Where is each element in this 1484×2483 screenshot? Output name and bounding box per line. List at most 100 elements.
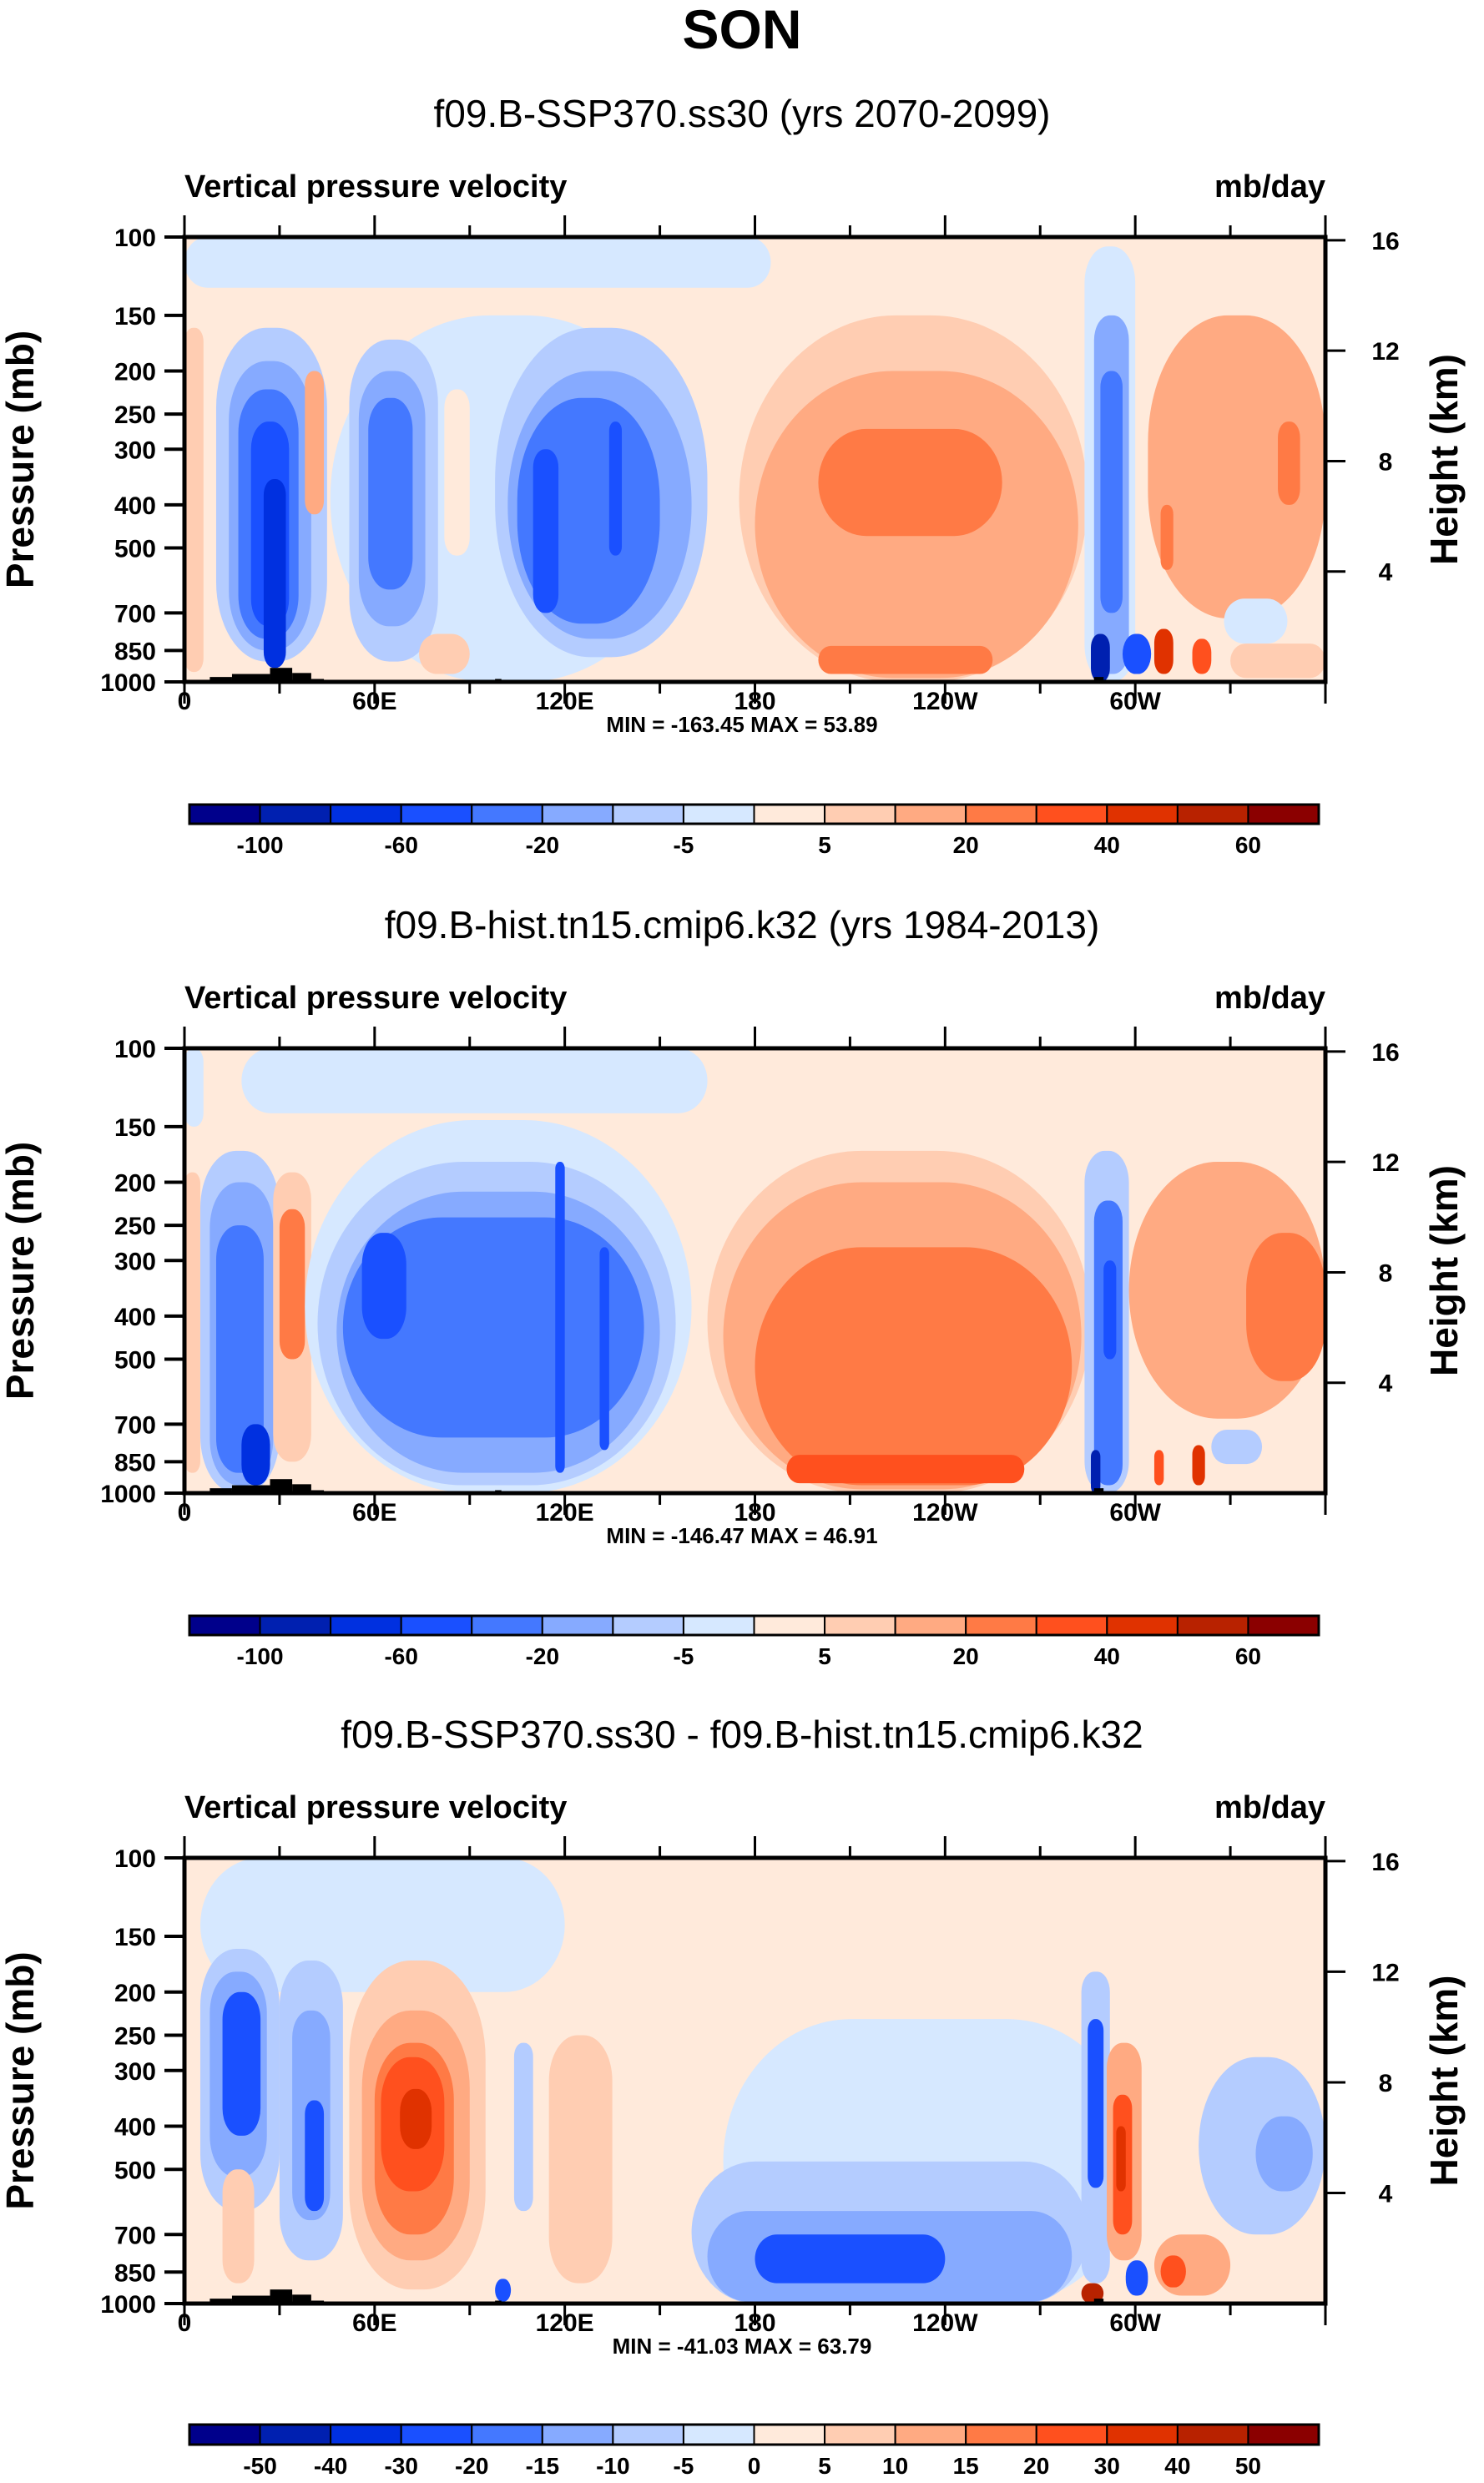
y2-tick-label: 8 [1379,1259,1393,1287]
contour-region [444,389,470,556]
x-tick-label: 60W [1109,1499,1161,1527]
colorbar-box [1035,2424,1108,2445]
y-tick-label: 200 [114,1980,156,2007]
colorbar-box [965,804,1037,825]
colorbar-box [1106,804,1179,825]
x-tick-label: 60E [352,688,396,715]
contour-region [1246,1233,1325,1381]
y2-tick-label: 4 [1379,1370,1393,1398]
colorbar-label: -60 [384,1643,417,1669]
colorbar-box [1176,2424,1249,2445]
y-axis-title: Pressure (mb) [0,1951,42,2209]
y-tick-label: 250 [114,401,156,429]
topography-block [231,1485,270,1493]
y-tick-label: 400 [114,2114,156,2142]
y-tick-label: 1000 [100,1481,156,1508]
topography-block [209,1488,232,1493]
x-tick-label: 60E [352,1499,396,1527]
y2-tick-label: 8 [1379,2070,1393,2097]
y-tick-label: 200 [114,1169,156,1197]
min-max-stats: MIN = -163.45 MAX = 53.89 [606,712,877,737]
y2-tick-label: 12 [1371,1149,1399,1177]
colorbar-label: 30 [1094,2453,1120,2479]
x-tick-label: 0 [178,2309,192,2337]
colorbar-label: -30 [384,2453,417,2479]
panel-title: f09.B-SSP370.ss30 (yrs 2070-2099) [434,92,1051,135]
y2-tick-label: 12 [1371,1959,1399,1986]
colorbar-label: 5 [818,2453,831,2479]
contour-region [184,1048,204,1127]
colorbar-label: 40 [1094,1643,1120,1669]
y-tick-label: 150 [114,1924,156,1951]
y2-tick-label: 16 [1371,1039,1399,1067]
colorbar-label: -100 [237,832,284,858]
colorbar-box [824,1615,896,1636]
colorbar-label: 60 [1235,1643,1261,1669]
colorbar-box [189,1615,261,1636]
colorbar-frame [188,1614,1320,1637]
colorbar-label: -10 [596,2453,629,2479]
colorbar-box [1035,1615,1108,1636]
contour-region [1230,643,1325,679]
colorbar-box [1176,804,1249,825]
colorbar-box [682,1615,755,1636]
y2-tick-label: 4 [1379,2180,1393,2208]
x-tick-label: 60W [1109,2309,1161,2337]
contour-region [241,1424,270,1486]
contour-region [533,449,559,613]
colorbar-label: 20 [953,1643,979,1669]
y-tick-label: 1000 [100,669,156,697]
contour-field [184,1858,1325,2304]
topography-block [209,2299,232,2304]
contour-region [215,1225,264,1473]
colorbar-label: -5 [673,2453,694,2479]
colorbar-box [471,2424,543,2445]
x-tick-label: 120E [536,688,594,715]
x-tick-label: 120E [536,1499,594,1527]
right-string: mb/day [1214,1790,1325,1825]
y2-tick-label: 12 [1371,338,1399,366]
y-tick-label: 100 [114,225,156,252]
colorbar-label: -20 [455,2453,488,2479]
y-tick-label: 400 [114,1304,156,1331]
contour-region [361,1233,406,1340]
y-tick-label: 1000 [100,2291,156,2319]
colorbar-box [330,804,402,825]
y-tick-label: 250 [114,2023,156,2051]
left-string: Vertical pressure velocity [184,1790,567,1825]
y2-tick-label: 4 [1379,559,1393,587]
left-string: Vertical pressure velocity [184,981,567,1016]
x-tick-label: 180 [734,1499,775,1527]
topography-block [270,2289,293,2304]
contour-region [1278,421,1300,505]
colorbar-label: 20 [1023,2453,1049,2479]
colorbar-label: 10 [882,2453,908,2479]
x-tick-label: 120E [536,2309,594,2337]
colorbar-frame [188,2423,1320,2446]
colorbar-label: 5 [818,832,831,858]
contour-region [1224,598,1288,644]
colorbar-label: -20 [526,832,559,858]
colorbar-box [400,804,473,825]
colorbar-label: 15 [953,2453,979,2479]
colorbar-box [682,804,755,825]
colorbar-label: -40 [314,2453,347,2479]
colorbar-label: -50 [243,2453,276,2479]
colorbar-box [330,2424,402,2445]
panel-3: f09.B-SSP370.ss30 - f09.B-hist.tn15.cmip… [0,1713,1466,2479]
contour-region [1192,638,1212,674]
colorbar-box [541,1615,614,1636]
colorbar-box [1176,1615,1249,1636]
colorbar: -100 -60 -20 -5 5 20 40 60 [188,803,1320,858]
y-tick-label: 300 [114,1248,156,1275]
contour-region [184,237,771,288]
x-tick-label: 180 [734,2309,775,2337]
colorbar-box [682,2424,755,2445]
min-max-stats: MIN = -146.47 MAX = 46.91 [606,1523,877,1548]
y-tick-label: 150 [114,1114,156,1142]
colorbar-label: -5 [673,1643,694,1669]
colorbar: -50 -40 -30 -20 -15 -10 -5 0 5 10 15 20 30 40 50 [188,2423,1320,2479]
colorbar-box [189,804,261,825]
figure-title: SON [682,0,801,60]
